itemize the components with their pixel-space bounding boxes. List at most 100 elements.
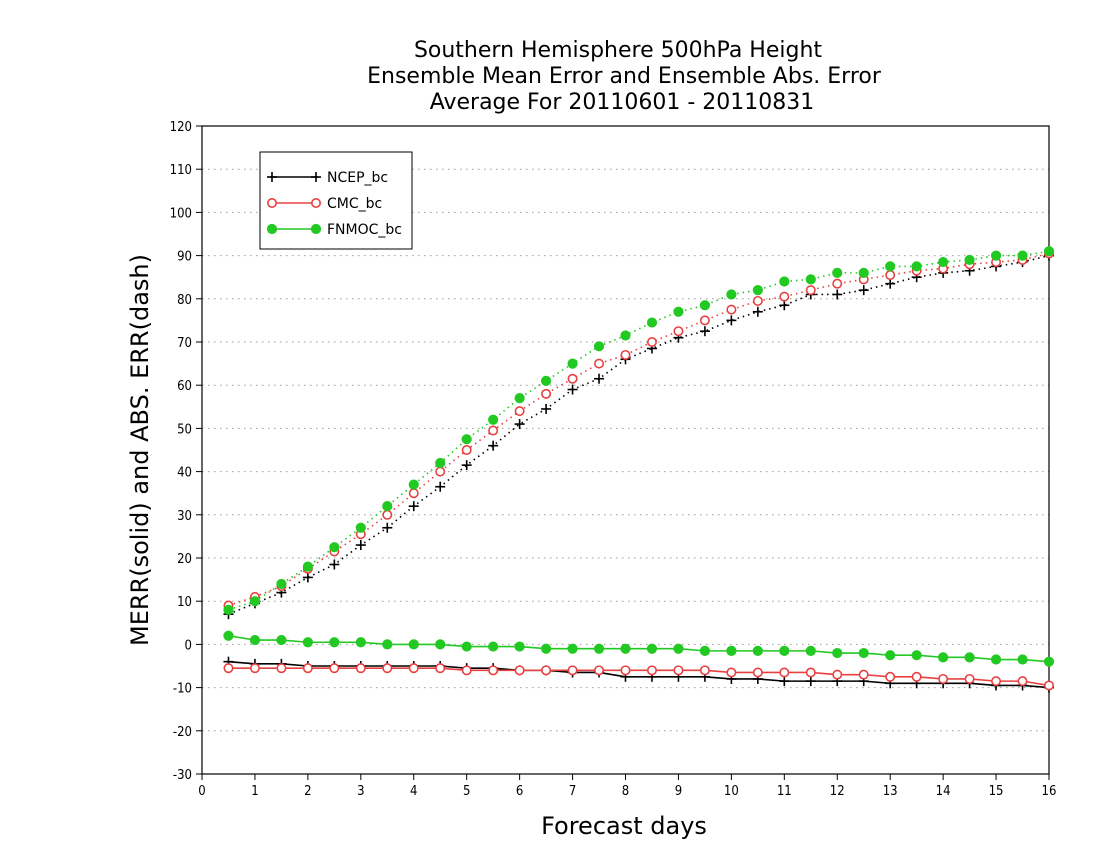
fnmoc-bc-mean-err-point [355,637,366,648]
cmc-bc-abs-err-point [408,488,419,499]
cmc-bc-mean-err-point [991,676,1002,687]
fnmoc-bc-abs-err-point [408,479,419,490]
cmc-bc-abs-err-point [805,285,816,296]
fnmoc-bc-abs-err-point [514,393,525,404]
cmc-bc-mean-err-point [752,667,763,678]
cmc-bc-mean-err-point [1017,676,1028,687]
x-tick-label: 9 [675,784,682,799]
y-tick-label: 90 [177,250,192,265]
fnmoc-bc-mean-err-point [911,650,922,661]
cmc-bc-mean-err-point [435,663,446,674]
fnmoc-bc-abs-err-point [567,358,578,369]
fnmoc-bc-mean-err-point [699,645,711,656]
x-tick-label: 4 [410,784,417,799]
cmc-bc-mean-err-point [832,669,843,680]
cmc-bc-mean-err-point [249,663,260,674]
ncep-bc-abs-err-point [885,278,896,289]
legend-box [259,151,413,250]
fnmoc-bc-abs-err-point [488,414,499,425]
cmc-bc-abs-err-point [673,326,684,337]
ncep-bc-abs-err-point [435,481,446,492]
y-tick-label: 100 [170,206,192,221]
fnmoc-bc-abs-err-point [646,317,658,328]
x-tick-label: 8 [622,784,629,799]
fnmoc-bc-mean-err-point [593,643,605,654]
ncep-bc-abs-err-point [779,300,790,311]
y-tick-label: 10 [177,595,192,610]
cmc-bc-abs-err-point [885,270,896,281]
x-tick-label: 3 [357,784,364,799]
x-tick-label: 13 [883,784,898,799]
fnmoc-bc-mean-err-point [302,637,313,648]
cmc-bc-abs-err-point [726,304,737,315]
y-tick-label: 70 [177,336,192,351]
cmc-bc-abs-err-point [541,388,552,399]
cmc-bc-mean-err-point [646,665,657,676]
fnmoc-bc-mean-err-point [805,645,816,656]
cmc-bc-abs-err-point [752,295,763,306]
cmc-bc-mean-err-point [964,673,975,684]
ncep-bc-abs-err-point [382,522,393,533]
fnmoc-bc-mean-err-line [228,634,1050,663]
fnmoc-bc-abs-err-line [228,250,1050,611]
cmc-bc-abs-err-point [594,358,605,369]
fnmoc-bc-abs-err-point [302,561,313,572]
y-tick-label: -30 [173,768,192,783]
y-tick-label: 40 [177,466,192,481]
fnmoc-bc-abs-err-point [435,457,446,469]
ncep-bc-abs-err-point [541,403,552,414]
legend-marker-left [266,198,277,209]
fnmoc-bc-abs-err-point [911,261,922,272]
cmc-bc-mean-err-point [858,669,869,680]
x-tick-label: 2 [304,784,311,799]
fnmoc-bc-abs-err-point [805,274,816,285]
cmc-bc-abs-err-point [646,336,657,347]
fnmoc-bc-mean-err-point [752,645,763,656]
ncep-bc-abs-err-point [488,440,499,451]
legend-marker-right [310,198,321,209]
cmc-bc-mean-err-point [1044,680,1055,691]
y-tick-label: 110 [170,163,192,178]
cmc-bc-mean-err-point [355,663,366,674]
ncep-bc-mean-err-point [805,676,816,687]
legend-marker-left [267,172,277,182]
cmc-bc-abs-err-point [832,278,843,289]
cmc-bc-mean-err-point [408,663,419,674]
cmc-bc-mean-err-point [726,667,737,678]
ncep-bc-mean-err-point [779,676,790,687]
y-tick-label: 120 [170,120,192,135]
ncep-bc-abs-err-point [752,306,763,317]
cmc-bc-mean-err-point [567,665,578,676]
cmc-bc-mean-err-point [673,665,684,676]
x-tick-label: 14 [936,784,951,799]
fnmoc-bc-mean-err-point [540,643,552,654]
fnmoc-bc-mean-err-point [488,641,499,652]
fnmoc-bc-mean-err-point [435,639,446,650]
fnmoc-bc-mean-err-point [964,652,975,663]
title-line-3: Average For 20110601 - 20110831 [430,90,815,115]
cmc-bc-abs-err-point [514,406,525,417]
cmc-bc-mean-err-point [276,663,287,674]
fnmoc-bc-mean-err-point [276,634,287,646]
cmc-bc-abs-err-point [488,425,499,436]
fnmoc-bc-mean-err-point [673,643,684,654]
legend-entry-cmc-bc: CMC_bc [266,196,382,212]
cmc-bc-mean-err-point [938,673,949,684]
chart-title: Southern Hemisphere 500hPa Height Ensemb… [367,38,882,115]
fnmoc-bc-abs-err-point [726,289,737,300]
x-tick-label: 0 [198,784,205,799]
fnmoc-bc-abs-err-point [779,276,790,287]
ncep-bc-abs-err-point [594,373,605,384]
ncep-bc-abs-err-line [228,254,1050,615]
x-tick-label: 15 [989,784,1004,799]
cmc-bc-mean-err-point [382,663,393,674]
fnmoc-bc-abs-err-point [329,542,340,553]
fnmoc-bc-mean-err-point [885,650,896,661]
y-tick-label: -20 [173,725,192,740]
ncep-bc-abs-err-point [567,384,578,395]
fnmoc-bc-abs-err-point [990,250,1002,261]
cmc-bc-mean-err-point [488,665,499,676]
cmc-bc-mean-err-point [541,665,552,676]
